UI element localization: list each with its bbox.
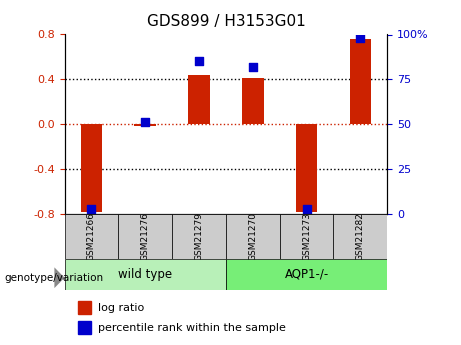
Bar (349, 39, 371, 124)
Text: percentile rank within the sample: percentile rank within the sample (98, 323, 286, 333)
Text: AQP1-/-: AQP1-/- (284, 268, 329, 281)
Point (88, 206, 95, 211)
Point (195, 59, 203, 64)
Point (303, 206, 310, 211)
Bar (333, 214, 387, 259)
Text: GSM21282: GSM21282 (356, 212, 365, 261)
Text: GSM21270: GSM21270 (248, 212, 257, 261)
Bar (172, 214, 226, 259)
Text: GSM21266: GSM21266 (87, 212, 96, 261)
Bar (78, 321, 91, 334)
Bar (65, 214, 118, 259)
Bar (280, 214, 333, 259)
Bar (78, 301, 91, 314)
Text: GSM21279: GSM21279 (195, 212, 203, 261)
Text: GSM21276: GSM21276 (141, 212, 150, 261)
Point (142, 120, 149, 125)
Bar (135, 124, 156, 126)
Bar (242, 78, 264, 124)
Bar (188, 75, 210, 124)
Bar (296, 124, 317, 211)
Bar (81, 124, 102, 211)
Polygon shape (54, 267, 65, 288)
Point (357, 35, 364, 41)
Text: GSM21273: GSM21273 (302, 212, 311, 261)
Title: GDS899 / H3153G01: GDS899 / H3153G01 (147, 14, 305, 29)
Text: wild type: wild type (118, 268, 172, 281)
Text: log ratio: log ratio (98, 303, 144, 313)
Text: genotype/variation: genotype/variation (5, 273, 104, 283)
Bar (226, 259, 387, 290)
Bar (226, 214, 280, 259)
Bar (65, 259, 226, 290)
Point (249, 64, 256, 70)
Bar (118, 214, 172, 259)
